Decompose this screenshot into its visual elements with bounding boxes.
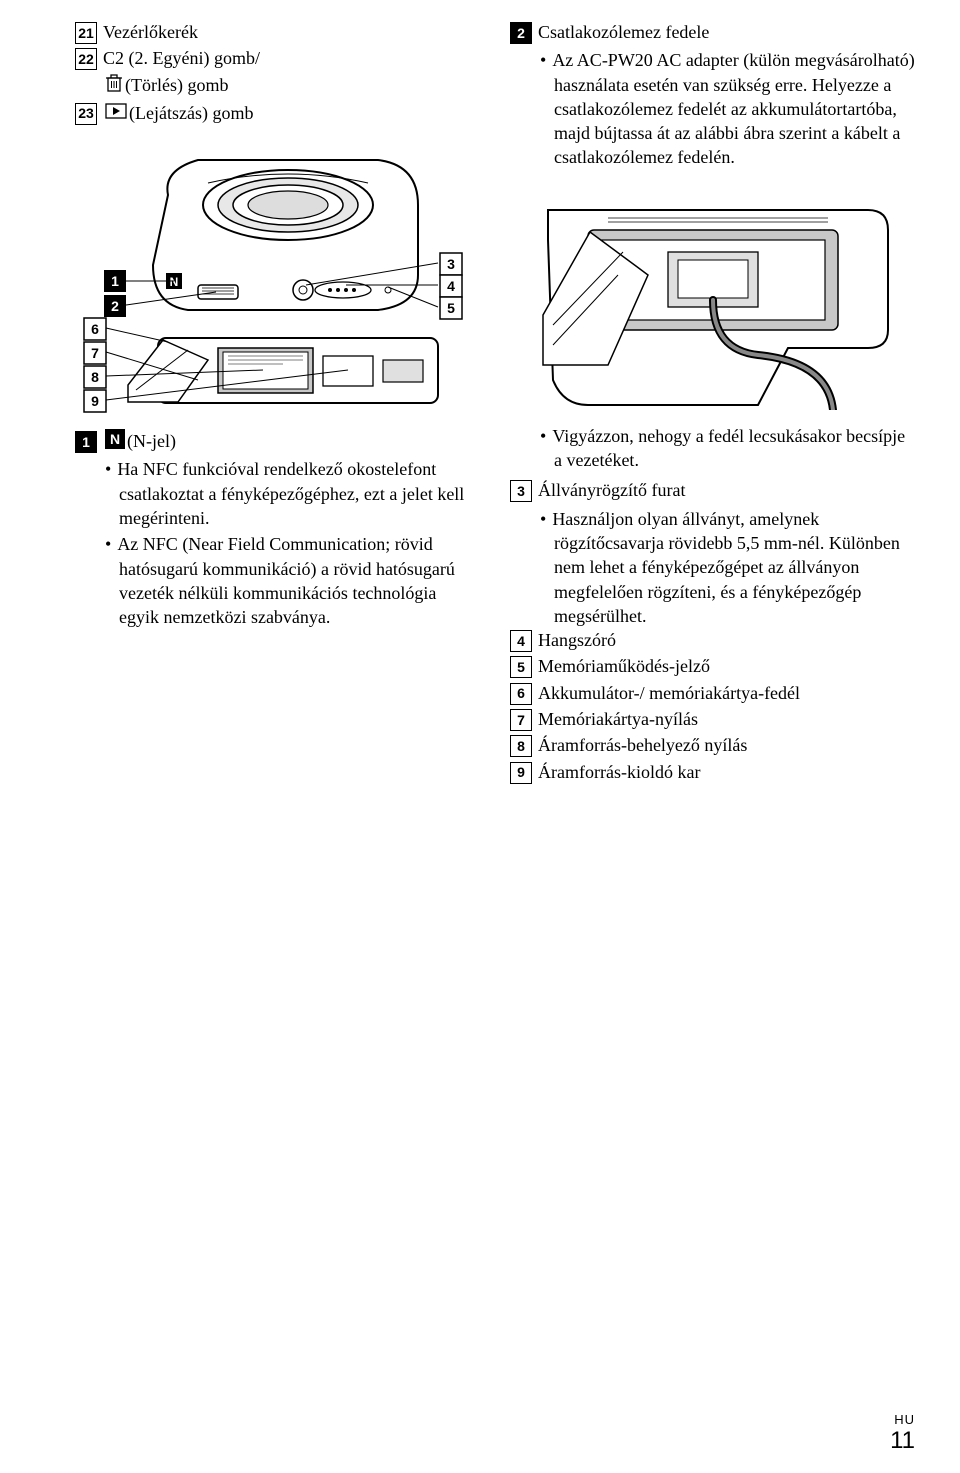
svg-text:5: 5 — [447, 300, 455, 316]
item-6: 6 Akkumulátor-/ memóriakártya-fedél — [510, 681, 915, 705]
item-22b: (Törlés) gomb — [103, 73, 480, 99]
label-2: Csatlakozólemez fedele — [538, 20, 915, 44]
item3-bullet-1: Használjon olyan állványt, amelynek rögz… — [540, 507, 915, 628]
item-8: 8 Áramforrás-behelyező nyílás — [510, 733, 915, 757]
item-2: 2 Csatlakozólemez fedele — [510, 20, 915, 44]
label-4: Hangszóró — [538, 628, 915, 652]
label-9: Áramforrás-kioldó kar — [538, 760, 915, 784]
label-8: Áramforrás-behelyező nyílás — [538, 733, 915, 757]
nfc-bullets: Ha NFC funkcióval rendelkező okostelefon… — [105, 457, 480, 629]
num-5: 5 — [510, 656, 532, 678]
item3-bullets: Használjon olyan állványt, amelynek rögz… — [540, 507, 915, 628]
num-23: 23 — [75, 103, 97, 125]
n-mark-icon: N — [105, 429, 125, 455]
num-9: 9 — [510, 762, 532, 784]
svg-text:N: N — [169, 275, 178, 289]
num-3: 3 — [510, 480, 532, 502]
num-21: 21 — [75, 22, 97, 44]
svg-text:8: 8 — [91, 369, 99, 385]
num-7: 7 — [510, 709, 532, 731]
num-nfc: 1 — [75, 431, 97, 453]
item-7: 7 Memóriakártya-nyílás — [510, 707, 915, 731]
svg-text:1: 1 — [111, 273, 119, 289]
trash-icon — [105, 73, 123, 99]
label-22a: C2 (2. Egyéni) gomb/ — [103, 46, 480, 70]
item-9: 9 Áramforrás-kioldó kar — [510, 760, 915, 784]
play-icon — [105, 101, 127, 125]
item-3: 3 Állványrögzítő furat — [510, 478, 915, 502]
svg-text:N: N — [110, 431, 120, 447]
label-21: Vezérlőkerék — [103, 20, 480, 44]
label-22b: (Törlés) gomb — [125, 73, 480, 97]
svg-text:4: 4 — [447, 278, 455, 294]
item2-post-bullets: Vigyázzon, nehogy a fedél lecsukásakor b… — [540, 424, 915, 473]
footer-page: 11 — [890, 1429, 915, 1453]
item-4: 4 Hangszóró — [510, 628, 915, 652]
num-4: 4 — [510, 630, 532, 652]
num-22: 22 — [75, 48, 97, 70]
label-23: (Lejátszás) gomb — [129, 101, 480, 125]
label-7: Memóriakártya-nyílás — [538, 707, 915, 731]
item2-post-bullet-1: Vigyázzon, nehogy a fedél lecsukásakor b… — [540, 424, 915, 473]
svg-text:9: 9 — [91, 393, 99, 409]
nfc-bullet-2: Az NFC (Near Field Communication; rövid … — [105, 532, 480, 629]
num-6: 6 — [510, 683, 532, 705]
svg-text:3: 3 — [447, 256, 455, 272]
item-5: 5 Memóriaműködés-jelző — [510, 654, 915, 678]
page-footer: HU 11 — [890, 1411, 915, 1453]
label-5: Memóriaműködés-jelző — [538, 654, 915, 678]
label-6: Akkumulátor-/ memóriakártya-fedél — [538, 681, 915, 705]
svg-text:7: 7 — [91, 345, 99, 361]
item2-bullet-1: Az AC-PW20 AC adapter (külön megvásárolh… — [540, 48, 915, 169]
svg-text:2: 2 — [111, 298, 119, 314]
num-8: 8 — [510, 735, 532, 757]
item-nfc: 1 N (N-jel) — [75, 429, 480, 455]
nfc-bullet-1: Ha NFC funkcióval rendelkező okostelefon… — [105, 457, 480, 530]
figure-cable — [510, 180, 915, 410]
item-21: 21 Vezérlőkerék — [75, 20, 480, 44]
label-3: Állványrögzítő furat — [538, 478, 915, 502]
item-23: 23 (Lejátszás) gomb — [75, 101, 480, 125]
figure-camera-bottom: N 3 4 5 1 2 — [75, 135, 480, 415]
item2-bullets: Az AC-PW20 AC adapter (külön megvásárolh… — [540, 48, 915, 169]
num-2: 2 — [510, 22, 532, 44]
item-22: 22 C2 (2. Egyéni) gomb/ — [75, 46, 480, 70]
label-nfc: (N-jel) — [127, 429, 480, 453]
svg-text:6: 6 — [91, 321, 99, 337]
